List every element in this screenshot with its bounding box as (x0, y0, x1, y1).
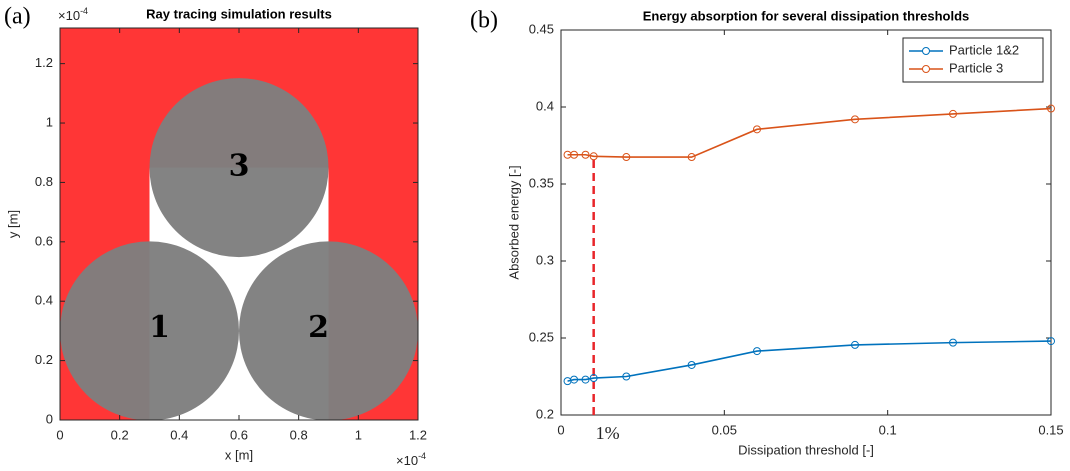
x-tick-label: 0 (56, 427, 63, 442)
data-point (589, 374, 598, 383)
y-axis-label: y [m] (5, 210, 20, 238)
data-point (581, 375, 590, 384)
y-tick-label: 0.2 (536, 406, 554, 421)
y-tick-label: 0.45 (529, 21, 554, 36)
data-point (1047, 104, 1055, 113)
data-point (687, 153, 696, 162)
particle (239, 241, 418, 421)
data-point (687, 360, 696, 369)
data-point (622, 372, 631, 381)
x-tick-label: 0.4 (170, 427, 188, 442)
data-point (581, 150, 590, 159)
legend-marker (922, 65, 930, 73)
x-tick-label: 0.6 (230, 427, 248, 442)
data-point (570, 375, 579, 384)
data-point (1047, 337, 1055, 346)
particle (60, 241, 239, 421)
data-point (589, 152, 598, 161)
x-tick-label: 1.2 (409, 427, 427, 442)
series-line (567, 107, 1052, 158)
particle-label: 3 (229, 149, 250, 184)
x-tick-label: 0.8 (290, 427, 308, 442)
legend-label: Particle 1&2 (949, 42, 1019, 57)
x-axis-label: Dissipation threshold [-] (738, 442, 874, 457)
x-tick-label: 0.2 (111, 427, 129, 442)
legend-marker (922, 47, 930, 55)
y-axis-label: Absorbed energy [-] (506, 165, 521, 279)
chart-title: Energy absorption for several dissipatio… (643, 8, 970, 23)
data-point (949, 338, 957, 347)
y-tick-label: 1 (46, 114, 53, 129)
y-tick-label: 0 (46, 411, 53, 426)
particle-label: 1 (149, 310, 170, 345)
particle-label: 2 (308, 310, 329, 345)
exponent-base: ×10 (58, 8, 80, 23)
x-tick-label: 1 (355, 427, 362, 442)
axis-exponent: ×10-4 (396, 451, 426, 468)
particle (149, 78, 329, 258)
y-tick-label: 0.35 (529, 175, 554, 190)
y-tick-label: 0.25 (529, 329, 554, 344)
series-line (567, 340, 1052, 382)
exponent-power: -4 (418, 451, 426, 461)
axis-exponent: ×10-4 (58, 6, 88, 23)
data-point (570, 150, 579, 159)
y-tick-label: 0.6 (35, 233, 53, 248)
chart-title: Ray tracing simulation results (146, 6, 332, 21)
x-tick-label: 0.1 (879, 422, 897, 437)
panel-label: (b) (470, 8, 498, 34)
y-tick-label: 0.4 (35, 293, 53, 308)
data-point (753, 347, 761, 356)
data-point (753, 125, 761, 134)
y-tick-label: 0.2 (35, 352, 53, 367)
annotation-label: 1% (596, 423, 620, 443)
y-tick-label: 0.8 (35, 174, 53, 189)
panel-label: (a) (4, 4, 31, 30)
data-point (851, 340, 859, 349)
exponent-base: ×10 (396, 453, 418, 468)
exponent-power: -4 (80, 6, 88, 16)
x-axis-label: x [m] (225, 447, 253, 462)
x-tick-label: 0 (557, 422, 564, 437)
plot-frame (560, 29, 1052, 416)
y-tick-label: 0.4 (536, 98, 554, 113)
x-tick-label: 0.05 (712, 422, 737, 437)
y-tick-label: 0.3 (536, 252, 554, 267)
data-point (949, 109, 957, 118)
data-point (622, 153, 631, 162)
y-tick-label: 1.2 (35, 55, 53, 70)
legend-label: Particle 3 (949, 60, 1003, 75)
data-point (851, 115, 859, 124)
x-tick-label: 0.15 (1038, 422, 1063, 437)
legend-box (902, 37, 1044, 83)
